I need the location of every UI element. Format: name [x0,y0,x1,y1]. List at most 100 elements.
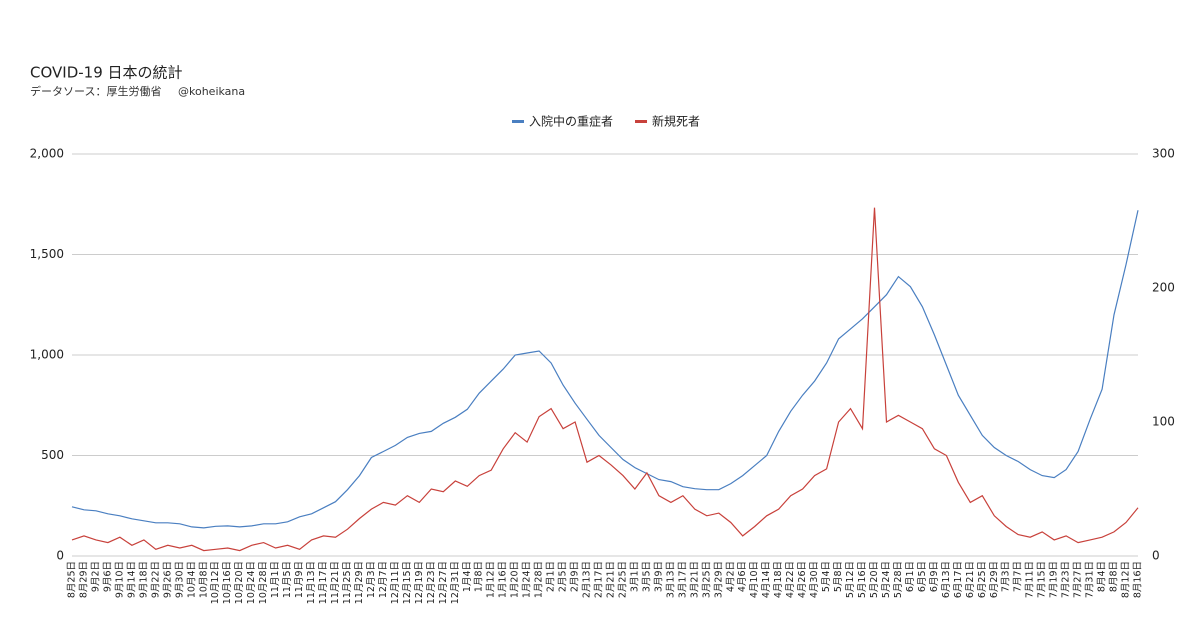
x-tick-label: 9月2日 [90,561,101,592]
x-tick-label: 6月13日 [941,561,952,598]
x-tick-label: 6月9日 [929,561,940,592]
x-tick-label: 11月17日 [318,561,329,604]
y-tick-label: 0 [56,549,64,563]
x-tick-label: 9月30日 [174,561,185,598]
x-tick-label: 5月4日 [821,561,832,592]
x-tick-label: 12月3日 [366,561,377,598]
x-tick-label: 1月8日 [474,561,485,592]
x-tick-label: 12月27日 [438,561,449,604]
x-tick-label: 3月1日 [629,561,640,592]
y-tick-label: 1,000 [30,348,64,362]
x-tick-label: 5月16日 [857,561,868,598]
x-tick-label: 1月4日 [462,561,473,592]
x-tick-label: 8月25日 [67,561,78,598]
y-tick-label: 2,000 [30,147,64,161]
x-tick-label: 1月20日 [510,561,521,598]
x-tick-label: 10月4日 [186,561,197,598]
legend-label: 新規死者 [652,114,700,129]
x-tick-label: 11月29日 [354,561,365,604]
x-tick-label: 7月23日 [1061,561,1072,598]
x-tick-label: 2月21日 [605,561,616,598]
x-tick-label: 8月29日 [78,561,89,598]
x-tick-label: 4月26日 [797,561,808,598]
y-tick-label: 1,500 [30,247,64,261]
chart-title: COVID-19 日本の統計 [30,64,183,82]
x-tick-label: 10月24日 [246,561,257,604]
x-tick-label: 3月5日 [641,561,652,592]
x-tick-label: 6月29日 [989,561,1000,598]
x-tick-label: 3月13日 [665,561,676,598]
x-tick-label: 2月1日 [546,561,557,592]
x-tick-label: 6月1日 [905,561,916,592]
x-tick-label: 11月25日 [342,561,353,604]
x-tick-label: 10月28日 [258,561,269,604]
x-tick-label: 11月13日 [306,561,317,604]
x-tick-label: 2月13日 [582,561,593,598]
x-tick-label: 12月7日 [378,561,389,598]
x-tick-label: 9月18日 [138,561,149,598]
x-tick-label: 9月22日 [150,561,161,598]
x-tick-label: 3月17日 [677,561,688,598]
x-tick-label: 7月19日 [1049,561,1060,598]
y2-tick-label: 100 [1152,415,1175,429]
x-tick-label: 4月30日 [809,561,820,598]
series-line [71,210,1139,529]
x-tick-label: 8月4日 [1097,561,1108,592]
x-tick-label: 6月5日 [917,561,928,592]
x-tick-label: 6月17日 [953,561,964,598]
x-tick-label: 2月9日 [570,561,581,592]
chart-subtitle: データソース：厚生労働省 [30,84,161,98]
x-tick-label: 11月5日 [282,561,293,598]
x-tick-label: 7月31日 [1085,561,1096,598]
x-tick-label: 4月14日 [761,561,772,598]
x-tick-label: 4月6日 [737,561,748,592]
legend-marker [512,120,524,123]
legend-marker [635,120,648,123]
x-tick-label: 8月12日 [1121,561,1132,598]
x-tick-label: 8月8日 [1109,561,1120,592]
x-tick-label: 11月1日 [270,561,281,598]
x-tick-label: 9月10日 [114,561,125,598]
x-tick-label: 5月20日 [869,561,880,598]
x-tick-label: 2月17日 [594,561,605,598]
x-tick-label: 1月16日 [498,561,509,598]
x-tick-label: 3月25日 [701,561,712,598]
x-tick-label: 4月18日 [773,561,784,598]
x-tick-label: 12月15日 [402,561,413,604]
x-tick-label: 4月10日 [749,561,760,598]
x-tick-label: 8月16日 [1133,561,1144,598]
x-tick-label: 1月12日 [486,561,497,598]
x-tick-label: 7月15日 [1037,561,1048,598]
x-tick-label: 12月19日 [414,561,425,604]
x-tick-label: 1月28日 [534,561,545,598]
x-tick-label: 12月11日 [390,561,401,604]
x-tick-label: 1月24日 [522,561,533,598]
x-tick-label: 7月3日 [1001,561,1012,592]
credit: @koheikana [178,85,245,98]
x-tick-label: 9月26日 [162,561,173,598]
x-tick-label: 9月14日 [126,561,137,598]
x-tick-label: 4月2日 [725,561,736,592]
x-tick-label: 9月6日 [102,561,113,592]
x-tick-label: 12月23日 [426,561,437,604]
x-tick-label: 5月24日 [881,561,892,598]
x-tick-label: 2月25日 [617,561,628,598]
x-tick-label: 3月9日 [653,561,664,592]
x-tick-label: 6月25日 [977,561,988,598]
x-tick-label: 7月11日 [1025,561,1036,598]
legend-label: 入院中の重症者 [529,114,613,129]
x-tick-label: 10月8日 [198,561,209,598]
y2-tick-label: 300 [1152,147,1175,161]
x-tick-label: 10月12日 [210,561,221,604]
x-tick-label: 3月29日 [713,561,724,598]
series-line [71,207,1139,552]
x-tick-label: 6月21日 [965,561,976,598]
x-tick-label: 7月7日 [1013,561,1024,592]
y2-tick-label: 0 [1152,549,1160,563]
x-tick-label: 5月12日 [845,561,856,598]
x-tick-label: 4月22日 [785,561,796,598]
x-tick-label: 7月27日 [1073,561,1084,598]
x-tick-label: 2月5日 [558,561,569,592]
x-tick-label: 11月9日 [294,561,305,598]
